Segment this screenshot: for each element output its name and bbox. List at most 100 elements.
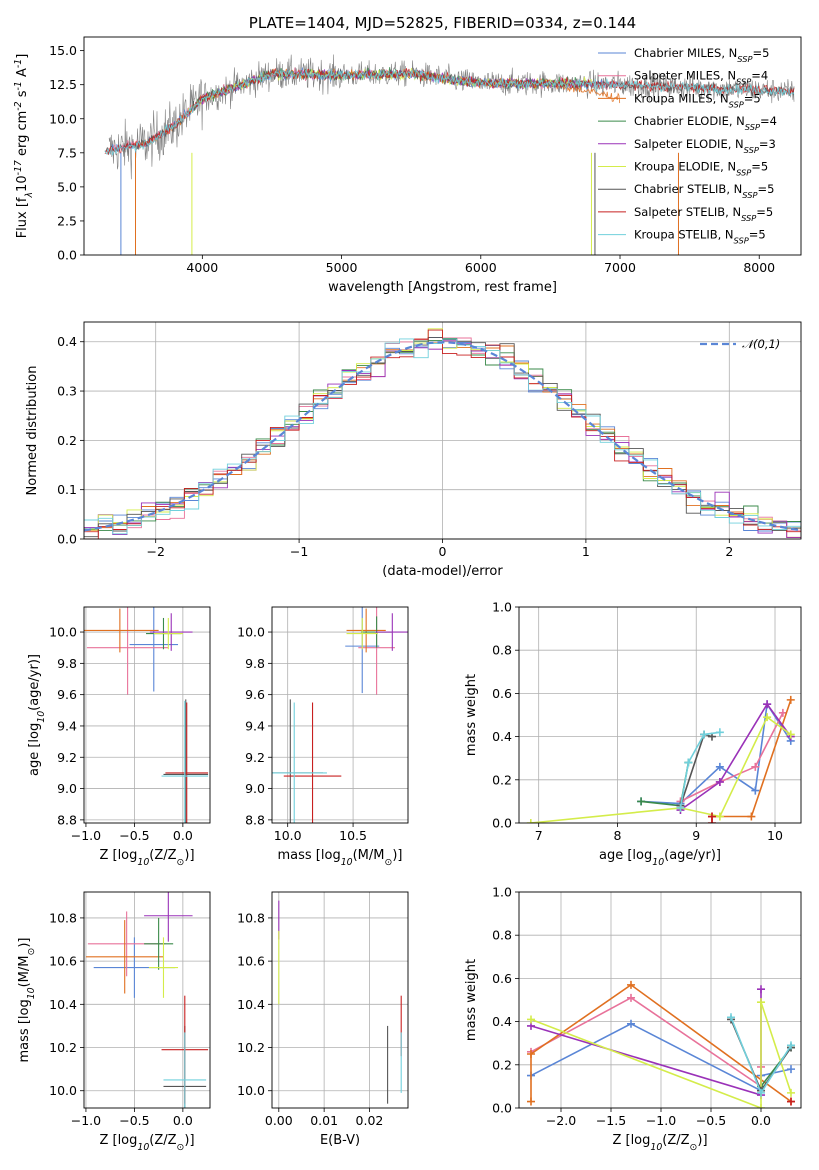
y-tick-label: 9.2 xyxy=(57,750,77,765)
weight-marker xyxy=(787,1097,795,1106)
weight-marker xyxy=(637,797,646,806)
ticks: 0.00 0.01 0.02 10.0 10.2 10.4 10.6 10.8 xyxy=(237,910,383,1128)
weight-marker xyxy=(684,758,693,767)
weight-marker xyxy=(676,803,685,812)
x-tick-label: 0.0 xyxy=(173,1113,193,1128)
weight-marker xyxy=(786,695,795,704)
weight-marker xyxy=(715,812,724,821)
weight-marker xyxy=(751,786,760,795)
x-tick-label: −0.5 xyxy=(696,1113,726,1128)
x-tick-label: −1.0 xyxy=(71,828,101,843)
y-tick-label: 10.0 xyxy=(237,1083,265,1098)
plot-area xyxy=(527,980,795,1108)
y-tick-label: 12.5 xyxy=(49,77,77,92)
y-tick-label: 9.8 xyxy=(245,656,265,671)
x-tick-label: 4000 xyxy=(186,260,218,275)
y-tick-label: 9.4 xyxy=(57,718,77,733)
x-tick-label: 5000 xyxy=(326,260,358,275)
legend-label: Chabrier STELIB, NSSP=5 xyxy=(634,182,774,200)
y-axis-label: mass weight xyxy=(464,959,479,1041)
legend-label: Kroupa STELIB, NSSP=5 xyxy=(634,228,766,246)
model-spectrum-line xyxy=(104,68,795,156)
axes-frame xyxy=(83,606,211,824)
x-axis-label: E(B-V) xyxy=(320,1133,360,1148)
y-tick-label: 2.5 xyxy=(57,213,77,228)
x-tick-label: 1 xyxy=(582,544,590,559)
y-tick-label: 0.2 xyxy=(492,1057,512,1072)
y-tick-label: 9.2 xyxy=(245,750,265,765)
x-tick-label: 0.0 xyxy=(751,1113,771,1128)
weight-line xyxy=(680,702,792,811)
gridlines xyxy=(272,607,408,823)
x-tick-label: −1.5 xyxy=(596,1113,626,1128)
normal-curve xyxy=(84,341,801,532)
weight-line xyxy=(641,701,792,805)
legend-label: Salpeter ELODIE, NSSP=3 xyxy=(634,137,776,155)
x-tick-label: 0.00 xyxy=(265,1113,293,1128)
weight-marker xyxy=(526,819,535,823)
weight-line xyxy=(679,731,721,809)
y-tick-label: 10.2 xyxy=(237,1040,265,1055)
x-tick-label: 9 xyxy=(692,828,700,843)
x-tick-label: 10.5 xyxy=(339,828,367,843)
plot-area xyxy=(526,695,795,823)
x-tick-label: 10.0 xyxy=(274,828,302,843)
weight-line xyxy=(680,712,784,803)
axes-age_vs_Z: −1.0 −0.5 0.0 8.8 9.0 9.2 9.4 9.6 9.8 10.0 Z [log1… xyxy=(27,606,211,868)
y-tick-label: 15.0 xyxy=(49,43,77,58)
axes-age_vs_mass: 10.0 10.5 8.8 9.0 9.2 9.4 9.6 9.8 10.0 mass [log1… xyxy=(237,606,409,868)
weight-marker xyxy=(763,713,772,722)
legend-label: Salpeter MILES, NSSP=4 xyxy=(634,69,768,87)
x-axis-label: (data-model)/error xyxy=(382,564,503,579)
x-tick-label: 0 xyxy=(439,544,447,559)
weight-marker xyxy=(757,1104,765,1108)
y-axis-label: age [log10(age/yr)] xyxy=(27,654,47,776)
plot-area xyxy=(278,900,402,1104)
y-axis-label: mass weight xyxy=(464,674,479,756)
y-axis-label: Normed distribution xyxy=(25,366,40,496)
axes-residuals: −2 −1 0 1 2 0.0 0.1 0.2 0.3 0.4 (data-model)/error… xyxy=(25,321,802,579)
x-tick-label: 2 xyxy=(725,544,733,559)
x-tick-label: 8 xyxy=(613,828,621,843)
weight-marker xyxy=(700,730,709,739)
y-tick-label: 10.6 xyxy=(237,954,265,969)
ticks: −2 −1 0 1 2 0.0 0.1 0.2 0.3 0.4 xyxy=(57,334,733,559)
y-tick-label: 0.0 xyxy=(492,816,512,831)
y-tick-label: 0.4 xyxy=(57,334,77,349)
axes-mass_vs_Z: −1.0 −0.5 0.0 10.0 10.2 10.4 10.6 10.8 Z [log10(… xyxy=(17,891,211,1153)
y-tick-label: 0.0 xyxy=(57,532,77,547)
weight-marker xyxy=(627,980,635,989)
legend-normal: 𝒩(0,1) xyxy=(700,337,780,351)
x-tick-label: −0.5 xyxy=(119,828,149,843)
y-tick-label: 0.2 xyxy=(57,433,77,448)
y-tick-label: 10.4 xyxy=(237,997,265,1012)
legend-label: Kroupa MILES, NSSP=5 xyxy=(634,91,761,109)
axes-weight_vs_age: 7 8 9 10 0.0 0.2 0.4 0.6 0.8 1.0 age [log10(age/yr… xyxy=(464,600,802,868)
ticks: 10.0 10.5 8.8 9.0 9.2 9.4 9.6 9.8 10.0 xyxy=(237,625,367,843)
x-tick-label: 7000 xyxy=(604,260,636,275)
gridlines xyxy=(84,322,801,540)
weight-marker xyxy=(627,993,635,1002)
y-axis-label: mass [log10(M/M⊙)] xyxy=(17,938,37,1063)
x-tick-label: 0.0 xyxy=(173,828,193,843)
x-tick-label: −1 xyxy=(290,544,308,559)
y-axis-label: Flux [fλ10-17 erg cm-2 s-1 A-1] xyxy=(13,54,35,239)
y-tick-label: 9.8 xyxy=(57,656,77,671)
weight-line xyxy=(712,699,792,818)
ticks: −1.0 −0.5 0.0 10.0 10.2 10.4 10.6 10.8 xyxy=(49,910,193,1128)
plot-area xyxy=(85,892,209,1108)
weight-line xyxy=(530,715,792,823)
weight-marker xyxy=(787,1088,795,1097)
weight-marker xyxy=(757,985,765,994)
x-axis-label: mass [log10(M/M⊙)] xyxy=(278,848,403,868)
y-tick-label: 10.8 xyxy=(49,910,77,925)
x-tick-label: 6000 xyxy=(465,260,497,275)
y-tick-label: 8.8 xyxy=(245,812,265,827)
ticks: −1.0 −0.5 0.0 8.8 9.0 9.2 9.4 9.6 9.8 10.0 xyxy=(49,625,193,843)
axes-frame xyxy=(83,36,802,256)
legend-label: Kroupa ELODIE, NSSP=5 xyxy=(634,160,768,178)
weight-marker xyxy=(715,728,724,737)
y-tick-label: 0.8 xyxy=(492,928,512,943)
weight-marker xyxy=(527,1015,535,1024)
weight-marker xyxy=(751,762,760,771)
